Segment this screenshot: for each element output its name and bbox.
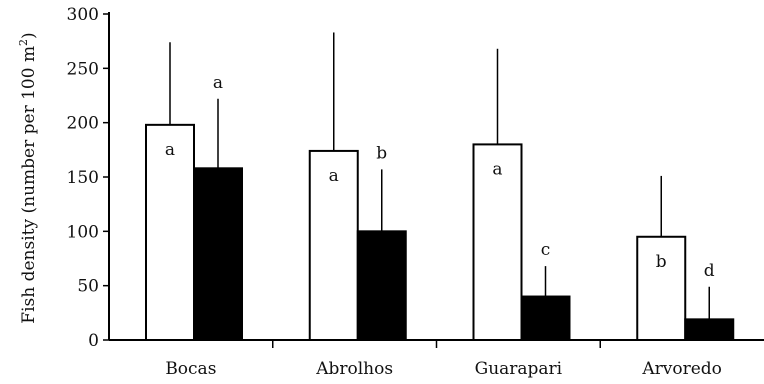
y-tick-label: 250	[67, 59, 99, 79]
x-category-label: Bocas	[165, 359, 216, 379]
y-tick-label: 200	[67, 114, 99, 134]
x-category-label: Arvoredo	[641, 359, 722, 379]
significance-letter: d	[704, 261, 715, 281]
bar	[520, 295, 571, 341]
bar	[308, 149, 359, 341]
x-axis-labels: Bocas Abrolhos Guarapari Arvoredo	[165, 359, 722, 379]
y-tick-label: 0	[88, 331, 99, 351]
x-category-label: Guarapari	[475, 359, 563, 379]
bars: a a a b a c b d	[145, 32, 735, 341]
y-tick-label: 100	[67, 222, 99, 242]
significance-letter: a	[165, 140, 175, 160]
bar	[636, 235, 687, 341]
significance-letter: c	[541, 240, 551, 260]
bar	[684, 318, 735, 341]
significance-letter: a	[329, 166, 339, 186]
significance-letter: b	[656, 252, 667, 272]
y-axis-title: Fish density (number per 100 m2)	[17, 32, 39, 323]
significance-letter: b	[376, 143, 387, 163]
significance-letter: a	[492, 159, 502, 179]
bar	[356, 230, 407, 341]
axes	[108, 12, 764, 348]
y-axis-ticks: 0 50 100 150 200 250 300	[67, 5, 109, 351]
y-tick-label: 300	[67, 5, 99, 25]
x-category-label: Abrolhos	[315, 359, 393, 379]
bar	[145, 123, 195, 341]
y-tick-label: 150	[67, 168, 99, 188]
y-tick-label: 50	[77, 277, 99, 297]
significance-letter: a	[213, 73, 223, 93]
bar	[193, 167, 243, 341]
